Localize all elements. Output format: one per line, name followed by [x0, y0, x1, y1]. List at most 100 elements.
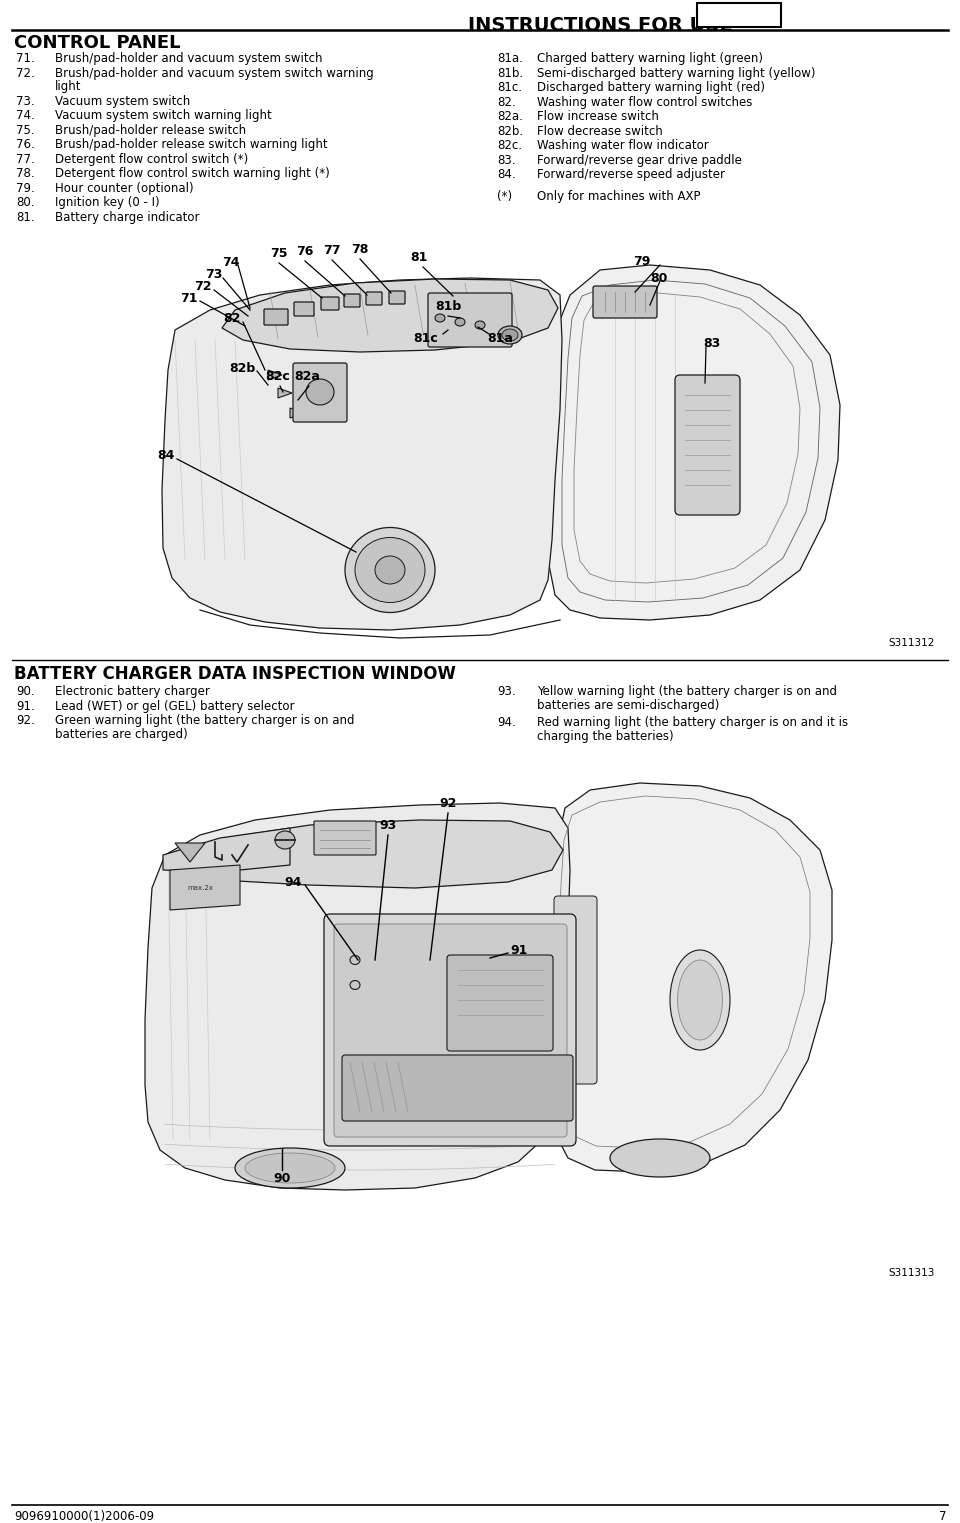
Ellipse shape	[235, 1148, 345, 1188]
Text: 9096910000(1)2006-09: 9096910000(1)2006-09	[14, 1509, 155, 1523]
Text: 78: 78	[351, 244, 369, 256]
Text: Flow increase switch: Flow increase switch	[537, 110, 659, 123]
Text: 81c.: 81c.	[497, 81, 522, 94]
Text: Brush/pad-holder and vacuum system switch warning: Brush/pad-holder and vacuum system switc…	[55, 67, 373, 79]
Text: 74.: 74.	[16, 110, 35, 122]
FancyBboxPatch shape	[334, 924, 567, 1138]
FancyBboxPatch shape	[428, 292, 512, 347]
Text: Vacuum system switch warning light: Vacuum system switch warning light	[55, 110, 272, 122]
Text: Detergent flow control switch warning light (*): Detergent flow control switch warning li…	[55, 168, 329, 180]
Polygon shape	[175, 844, 205, 862]
Text: 80.: 80.	[16, 196, 35, 209]
Text: 72: 72	[195, 280, 212, 292]
Ellipse shape	[350, 955, 360, 964]
Ellipse shape	[375, 556, 405, 583]
Ellipse shape	[306, 379, 334, 405]
Ellipse shape	[275, 832, 295, 848]
Text: S311313: S311313	[889, 1269, 935, 1278]
Ellipse shape	[345, 527, 435, 612]
Text: max.2x: max.2x	[187, 885, 213, 891]
Polygon shape	[278, 388, 292, 398]
Text: Forward/reverse gear drive paddle: Forward/reverse gear drive paddle	[537, 154, 742, 166]
Text: Only for machines with AXP: Only for machines with AXP	[537, 190, 701, 203]
Text: 81a: 81a	[487, 332, 513, 346]
Text: Forward/reverse speed adjuster: Forward/reverse speed adjuster	[537, 168, 725, 181]
Text: light: light	[55, 81, 82, 93]
FancyBboxPatch shape	[593, 286, 657, 318]
FancyBboxPatch shape	[447, 955, 553, 1051]
Text: batteries are semi-discharged): batteries are semi-discharged)	[537, 699, 719, 711]
Polygon shape	[163, 829, 290, 873]
FancyBboxPatch shape	[344, 294, 360, 308]
Text: 79: 79	[633, 254, 650, 268]
Text: Yellow warning light (the battery charger is on and: Yellow warning light (the battery charge…	[537, 685, 837, 698]
Text: 93: 93	[379, 819, 396, 832]
Polygon shape	[162, 279, 562, 631]
Text: Charged battery warning light (green): Charged battery warning light (green)	[537, 52, 763, 65]
Text: 7: 7	[939, 1509, 946, 1523]
Text: Flow decrease switch: Flow decrease switch	[537, 125, 662, 137]
Text: 78.: 78.	[16, 168, 35, 180]
Text: Brush/pad-holder and vacuum system switch: Brush/pad-holder and vacuum system switc…	[55, 52, 323, 65]
FancyBboxPatch shape	[264, 309, 288, 324]
Text: 84.: 84.	[497, 168, 516, 181]
Ellipse shape	[455, 318, 465, 326]
Text: 81.: 81.	[16, 210, 35, 224]
FancyBboxPatch shape	[293, 362, 347, 422]
Polygon shape	[548, 265, 840, 620]
Text: Washing water flow control switches: Washing water flow control switches	[537, 96, 753, 108]
Text: 82c: 82c	[266, 370, 290, 382]
FancyBboxPatch shape	[697, 3, 781, 27]
Text: 76.: 76.	[16, 139, 35, 151]
Text: 71.: 71.	[16, 52, 35, 65]
Text: BATTERY CHARGER DATA INSPECTION WINDOW: BATTERY CHARGER DATA INSPECTION WINDOW	[14, 666, 456, 682]
Text: 94: 94	[284, 876, 302, 888]
Text: Discharged battery warning light (red): Discharged battery warning light (red)	[537, 81, 765, 94]
Text: 81: 81	[410, 251, 428, 263]
Text: 82a.: 82a.	[497, 110, 523, 123]
Text: INSTRUCTIONS FOR USE: INSTRUCTIONS FOR USE	[468, 17, 732, 35]
Polygon shape	[550, 783, 832, 1173]
Text: Semi-discharged battery warning light (yellow): Semi-discharged battery warning light (y…	[537, 67, 815, 79]
Text: CONTROL PANEL: CONTROL PANEL	[14, 34, 180, 52]
Polygon shape	[145, 803, 570, 1189]
Text: batteries are charged): batteries are charged)	[55, 728, 188, 740]
FancyBboxPatch shape	[294, 302, 314, 315]
Text: Brush/pad-holder release switch warning light: Brush/pad-holder release switch warning …	[55, 139, 327, 151]
Ellipse shape	[498, 326, 522, 344]
FancyBboxPatch shape	[554, 896, 597, 1084]
Text: 94.: 94.	[497, 716, 516, 730]
Polygon shape	[170, 865, 240, 911]
Text: 84: 84	[157, 448, 175, 461]
FancyBboxPatch shape	[314, 821, 376, 854]
FancyBboxPatch shape	[321, 297, 339, 311]
Text: Vacuum system switch: Vacuum system switch	[55, 94, 190, 108]
Text: 75: 75	[271, 247, 288, 260]
Ellipse shape	[245, 1153, 335, 1183]
Text: 91: 91	[510, 944, 527, 956]
Text: 82: 82	[224, 312, 241, 324]
Text: 77: 77	[324, 244, 341, 257]
Ellipse shape	[502, 329, 518, 341]
Ellipse shape	[350, 981, 360, 990]
Text: 76: 76	[297, 245, 314, 257]
Text: S311312: S311312	[889, 638, 935, 647]
Text: 82c.: 82c.	[497, 139, 522, 152]
Text: 90.: 90.	[16, 685, 35, 698]
FancyBboxPatch shape	[675, 375, 740, 515]
Text: 83: 83	[703, 337, 720, 349]
Ellipse shape	[670, 950, 730, 1049]
Text: Hour counter (optional): Hour counter (optional)	[55, 181, 194, 195]
Ellipse shape	[435, 314, 445, 321]
Text: 92: 92	[440, 797, 457, 810]
Text: Green warning light (the battery charger is on and: Green warning light (the battery charger…	[55, 714, 354, 726]
Text: 73.: 73.	[16, 94, 35, 108]
Text: 74: 74	[223, 256, 240, 268]
Text: 82a: 82a	[294, 370, 320, 382]
Text: ENGLISH: ENGLISH	[712, 11, 766, 20]
Text: 91.: 91.	[16, 699, 35, 713]
Text: 71: 71	[180, 291, 198, 305]
Text: 73: 73	[205, 268, 223, 280]
Text: 81c: 81c	[413, 332, 438, 346]
Text: 90: 90	[274, 1173, 291, 1185]
